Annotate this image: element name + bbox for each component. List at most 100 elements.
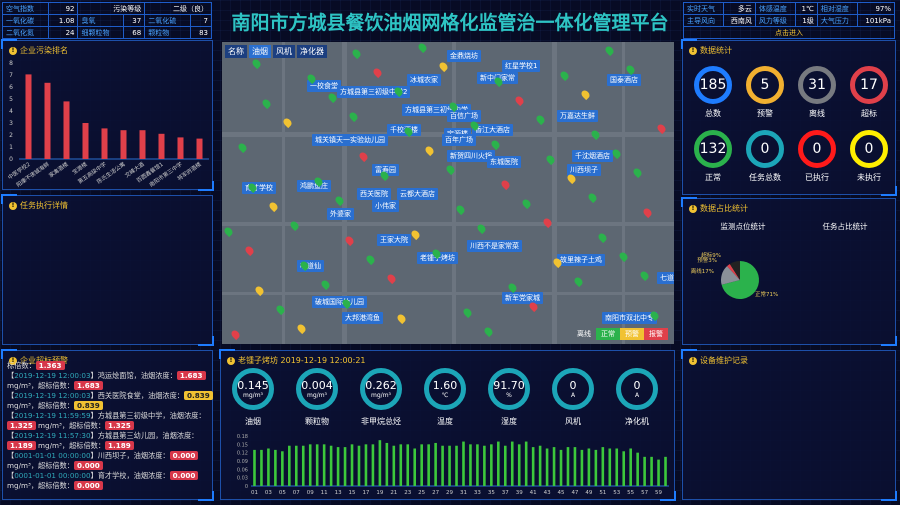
alarm-item[interactable]: 【0001-01-01 00:00:00】育才学校，油烟浓度： 0.000 mg/… bbox=[7, 471, 213, 491]
map-marker[interactable] bbox=[222, 225, 235, 238]
map-label[interactable]: 育才学校 bbox=[242, 182, 276, 194]
map-road bbox=[452, 42, 456, 344]
map-label[interactable]: 川西坝子 bbox=[567, 164, 601, 176]
map-label[interactable]: 金鼎烧坊 bbox=[447, 50, 481, 62]
map-marker[interactable] bbox=[409, 228, 422, 241]
map-label[interactable]: 西关医院 bbox=[357, 188, 391, 200]
map-label[interactable]: 破城国际幼儿园 bbox=[312, 296, 367, 308]
map-marker[interactable] bbox=[454, 203, 467, 216]
map-marker[interactable] bbox=[319, 278, 332, 291]
map-marker[interactable] bbox=[250, 57, 263, 70]
x-tick-label: 29 bbox=[446, 490, 453, 496]
map-marker[interactable] bbox=[385, 272, 398, 285]
map-marker[interactable] bbox=[350, 47, 363, 60]
map-marker[interactable] bbox=[461, 306, 474, 319]
alarm-item[interactable]: 【0001-01-01 00:00:00】川西坝子，油烟浓度： 0.000 mg/… bbox=[7, 451, 213, 471]
map-tab[interactable]: 风机 bbox=[273, 45, 295, 58]
map-marker[interactable] bbox=[520, 197, 533, 210]
map-label[interactable]: 七道 bbox=[657, 272, 674, 284]
map[interactable]: 名称 油烟 风机 净化器 离线 正常 预警 报警 金鼎烧坊红星学校1 一校食堂 方城县第三初级中… bbox=[222, 42, 674, 344]
map-marker[interactable] bbox=[489, 138, 502, 151]
map-label[interactable]: 方城县第三初级中学2 bbox=[337, 86, 411, 98]
map-label[interactable]: 冰城农家 bbox=[407, 74, 441, 86]
map-label[interactable]: 香江大酒店 bbox=[472, 124, 513, 136]
alarm-multiple: 1.325 bbox=[105, 421, 134, 430]
map-label[interactable]: 新贺四川火锅 bbox=[447, 150, 495, 162]
weather-enter-link[interactable]: 点击进入 bbox=[683, 26, 895, 39]
alarm-item[interactable]: 【2019-12-19 12:00:03】西关医院食堂，油烟浓度： 0.839 m… bbox=[7, 391, 213, 411]
bar bbox=[455, 445, 458, 486]
map-marker[interactable] bbox=[347, 110, 360, 123]
stat-ring: 17 bbox=[850, 66, 888, 104]
map-marker[interactable] bbox=[499, 178, 512, 191]
map-marker[interactable] bbox=[236, 141, 249, 154]
map-marker[interactable] bbox=[364, 253, 377, 266]
map-tab[interactable]: 净化器 bbox=[297, 45, 327, 58]
map-label[interactable]: 小伟家 bbox=[372, 200, 399, 212]
map-marker[interactable] bbox=[260, 97, 273, 110]
panel-title: 任务执行详情 bbox=[20, 201, 68, 210]
map-label[interactable]: 城关镇天一实验幼儿园 bbox=[312, 134, 388, 146]
map-label[interactable]: 百信广场 bbox=[447, 110, 481, 122]
map-road bbox=[222, 222, 674, 226]
map-label[interactable]: 东城医院 bbox=[487, 156, 521, 168]
pie-slice bbox=[726, 263, 740, 280]
map-marker[interactable] bbox=[641, 206, 654, 219]
map-label[interactable]: 新军党家城 bbox=[502, 292, 543, 304]
map-marker[interactable] bbox=[638, 269, 651, 282]
bar bbox=[399, 444, 403, 486]
map-label[interactable]: 大邦港湾鱼 bbox=[342, 312, 383, 324]
map-marker[interactable] bbox=[572, 275, 585, 288]
map-label[interactable]: 富寿园 bbox=[372, 164, 399, 176]
alarm-timestamp: 0001-01-01 00:00:00 bbox=[14, 471, 91, 480]
bar bbox=[139, 130, 146, 159]
map-marker[interactable] bbox=[586, 191, 599, 204]
gauge-unit: mg/m³ bbox=[371, 392, 391, 399]
map-label[interactable]: 故里辣子土鸡 bbox=[557, 254, 605, 266]
panel-title: 数据统计 bbox=[700, 46, 732, 55]
alarm-item[interactable]: 【2019-12-19 11:59:59】方城县第三初级中学，油烟浓度：1.32… bbox=[7, 411, 206, 430]
map-marker[interactable] bbox=[558, 69, 571, 82]
map-label[interactable]: 万嘉达生鲜 bbox=[557, 110, 598, 122]
map-marker[interactable] bbox=[295, 322, 308, 335]
map-marker[interactable] bbox=[534, 113, 547, 126]
bar bbox=[260, 449, 263, 486]
map-marker[interactable] bbox=[513, 94, 526, 107]
map-label[interactable]: 南阳市双北中专 bbox=[602, 312, 657, 324]
map-label[interactable]: 外婆家 bbox=[327, 208, 354, 220]
map-marker[interactable] bbox=[416, 42, 429, 54]
map-label[interactable]: 川西不是家常菜 bbox=[467, 240, 522, 252]
bar bbox=[82, 123, 89, 159]
alarm-list[interactable]: 标倍数： 1.363 【2019-12-19 12:00:03】鸿运烩面馆，油烟浓度… bbox=[7, 361, 213, 491]
map-marker[interactable] bbox=[603, 44, 616, 57]
map-label[interactable]: 一校食堂 bbox=[307, 80, 341, 92]
map-label[interactable]: 王家大院 bbox=[377, 234, 411, 246]
map-label[interactable]: 云都大酒店 bbox=[397, 188, 438, 200]
map-marker[interactable] bbox=[267, 200, 280, 213]
map-tab[interactable]: 油烟 bbox=[249, 45, 271, 58]
alarm-item[interactable]: 【2019-12-19 12:00:03】鸿运烩面馆，油烟浓度： 1.683 mg… bbox=[7, 371, 213, 391]
map-marker[interactable] bbox=[631, 166, 644, 179]
map-label[interactable]: 百年广场 bbox=[442, 134, 476, 146]
x-tick-label: 27 bbox=[432, 490, 439, 496]
map-marker[interactable] bbox=[423, 144, 436, 157]
map-label[interactable]: 千沈烟酒店 bbox=[572, 150, 613, 162]
map-label[interactable]: 红星学校1 bbox=[502, 60, 541, 72]
map-marker[interactable] bbox=[395, 312, 408, 325]
map-marker[interactable] bbox=[579, 88, 592, 101]
map-marker[interactable] bbox=[229, 328, 242, 341]
bar bbox=[608, 448, 612, 486]
map-marker[interactable] bbox=[482, 325, 495, 338]
map-label[interactable]: 国泰酒店 bbox=[607, 74, 641, 86]
alarm-item[interactable]: 【2019-12-19 11:57:30】方城县第三幼儿园，油烟浓度：1.189… bbox=[7, 431, 199, 450]
map-marker[interactable] bbox=[437, 60, 450, 73]
map-marker[interactable] bbox=[243, 244, 256, 257]
map-marker[interactable] bbox=[617, 250, 630, 263]
x-tick-label: 45 bbox=[558, 490, 565, 496]
map-marker[interactable] bbox=[596, 231, 609, 244]
map-marker[interactable] bbox=[589, 128, 602, 141]
map-tab[interactable]: 名称 bbox=[225, 45, 247, 58]
map-marker[interactable] bbox=[371, 66, 384, 79]
map-legend: 离线 正常 预警 报警 bbox=[572, 328, 668, 340]
map-marker[interactable] bbox=[357, 150, 370, 163]
